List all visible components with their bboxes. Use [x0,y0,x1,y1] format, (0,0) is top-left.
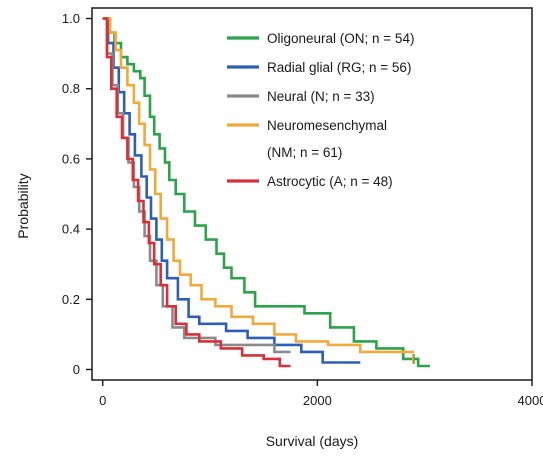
legend-label-series-1: Oligoneural (ON; n = 54) [267,31,414,46]
legend-label-series-2: Radial glial (RG; n = 56) [267,60,411,75]
survival-curve-series-5 [102,17,291,368]
survival-curve-series-1 [102,17,430,368]
legend-label-series-4-line2: (NM; n = 61) [267,145,342,160]
survival-curve-series-4 [102,17,414,354]
survival-curve-series-2 [102,17,361,364]
legend-label-series-4: Neuromesenchymal [267,118,387,133]
x-tick-label: 0 [99,393,106,408]
legend-label-series-5: Astrocytic (A; n = 48) [267,174,393,189]
y-tick-label: 0.6 [62,151,80,166]
legend: Oligoneural (ON; n = 54) Radial glial (RG… [227,31,414,189]
axes: 0 2000 4000 0 0.2 0.4 0.6 0.8 1.0 [62,11,543,408]
y-axis-title: Probability [15,173,31,238]
y-tick-label: 0 [73,362,80,377]
legend-label-series-3: Neural (N; n = 33) [267,89,375,104]
y-tick-label: 1.0 [62,11,80,26]
x-tick-label: 4000 [518,393,543,408]
plot-frame [91,7,533,381]
x-tick-label: 2000 [303,393,332,408]
y-tick-label: 0.2 [62,292,80,307]
survival-curve-series-3 [102,17,291,354]
y-tick-label: 0.8 [62,81,80,96]
x-axis-title: Survival (days) [266,433,359,449]
y-tick-label: 0.4 [62,222,80,237]
survival-curves [102,17,430,368]
